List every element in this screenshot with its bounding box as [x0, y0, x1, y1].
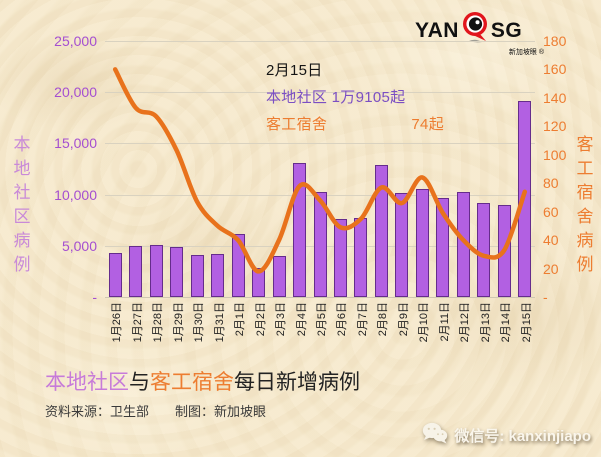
left-axis-tick: 25,000 — [54, 33, 97, 49]
left-axis-tick: 5,000 — [61, 237, 97, 254]
x-axis-label: 2月7日 — [356, 302, 369, 337]
data-source: 资料来源：卫生部 — [45, 404, 150, 419]
bar — [211, 254, 225, 297]
x-axis-label: 1月28日 — [152, 302, 165, 343]
right-axis-tick: - — [543, 289, 548, 305]
x-axis-label: 1月29日 — [172, 302, 185, 343]
left-axis-tick: 15,000 — [54, 135, 97, 152]
wechat-watermark: 微信号: kanxinjiapo — [422, 422, 591, 448]
bar — [313, 192, 327, 297]
brand-logo: YAN SG 新加坡眼 ® — [415, 11, 550, 57]
left-axis-tick: 20,000 — [54, 84, 97, 101]
annotation-dorm-value: 74起 — [411, 116, 444, 133]
x-axis-label: 1月30日 — [193, 302, 206, 343]
bar — [395, 193, 409, 297]
x-axis-label: 2月8日 — [377, 302, 390, 337]
annotation-dorm-label: 客工宿舍 — [266, 116, 328, 133]
dorm-line-series — [112, 67, 528, 274]
left-axis-tick: 10,000 — [54, 186, 97, 203]
right-axis-tick: 20 — [543, 260, 559, 277]
right-axis-tick: 180 — [543, 33, 567, 49]
bar — [170, 247, 184, 297]
bar — [333, 219, 347, 297]
x-axis-label: 2月6日 — [336, 302, 349, 337]
right-axis-title: 客工宿舍病例 — [576, 135, 594, 274]
x-axis-label: 1月27日 — [131, 302, 144, 343]
wechat-id-text: 微信号: kanxinjiapo — [454, 427, 591, 445]
left-axis-title: 本地社区病例 — [13, 135, 31, 274]
title-dorm-part: 客工宿舍 — [150, 371, 234, 394]
gridline — [105, 92, 535, 94]
annotation-date: 2月15日 — [266, 62, 323, 79]
x-axis-label: 2月9日 — [397, 302, 410, 337]
left-axis-tick: - — [92, 289, 97, 305]
bar — [108, 253, 122, 297]
bar — [272, 256, 286, 297]
bar — [231, 234, 245, 297]
wechat-icon — [422, 422, 454, 448]
right-axis-tick: 100 — [543, 146, 567, 163]
x-axis-label: 2月15日 — [520, 302, 533, 343]
chart-title: 本地社区与客工宿舍每日新增病例 — [45, 366, 360, 396]
right-axis-tick: 60 — [543, 203, 559, 220]
annotation-dorm-cases: 客工宿舍 74起 — [266, 113, 444, 134]
title-local-part: 本地社区 — [45, 371, 129, 394]
bar — [129, 246, 143, 297]
right-axis-tick: 80 — [543, 175, 559, 192]
logo-subtext: 新加坡眼 ® — [508, 49, 544, 56]
x-axis-labels: 1月26日 1月27日 1月28日 1月29日 1月30日 1月31日 2月1日 2月2日 2月… — [105, 300, 535, 370]
x-axis-label: 2月3日 — [275, 302, 288, 337]
annotation-local-cases: 本地社区 1万9105起 — [266, 89, 406, 106]
x-axis-label: 1月26日 — [111, 302, 124, 343]
x-axis-label: 2月5日 — [316, 302, 328, 337]
right-axis-tick: 120 — [543, 118, 567, 135]
bar — [415, 189, 429, 297]
x-axis-label: 2月2日 — [254, 302, 267, 337]
bar — [149, 245, 163, 297]
gridline — [105, 143, 535, 145]
source-line: 资料来源：卫生部 制图：新加坡眼 — [45, 401, 292, 420]
logo-text-sg: SG — [490, 18, 523, 42]
bar — [436, 198, 450, 297]
x-axis-label: 2月10日 — [418, 302, 431, 343]
x-axis-label: 2月13日 — [479, 302, 492, 343]
x-axis-label: 1月31日 — [213, 302, 226, 343]
annotation-box: 2月15日 本地社区 1万9105起 客工宿舍 74起 — [266, 59, 444, 134]
x-axis-label: 2月14日 — [500, 302, 513, 343]
x-axis-label: 2月11日 — [438, 302, 451, 342]
gridline — [105, 297, 535, 298]
bar — [190, 255, 204, 297]
x-axis-label: 2月4日 — [295, 302, 308, 337]
plot-area — [105, 41, 535, 298]
bar — [374, 165, 388, 297]
chart-maker: 制图：新加坡眼 — [175, 404, 267, 419]
x-axis-label: 2月12日 — [459, 302, 472, 343]
gridline — [105, 41, 535, 42]
right-axis-tick: 160 — [543, 61, 567, 78]
title-and-part: 与 — [129, 371, 150, 394]
bar — [252, 268, 266, 297]
right-axis-tick: 40 — [543, 232, 559, 249]
x-axis-label: 2月1日 — [234, 302, 247, 337]
title-rest-part: 每日新增病例 — [234, 371, 360, 394]
right-axis-tick: 140 — [543, 89, 567, 106]
bar — [477, 203, 491, 297]
logo-text-yan: YAN — [415, 18, 459, 42]
